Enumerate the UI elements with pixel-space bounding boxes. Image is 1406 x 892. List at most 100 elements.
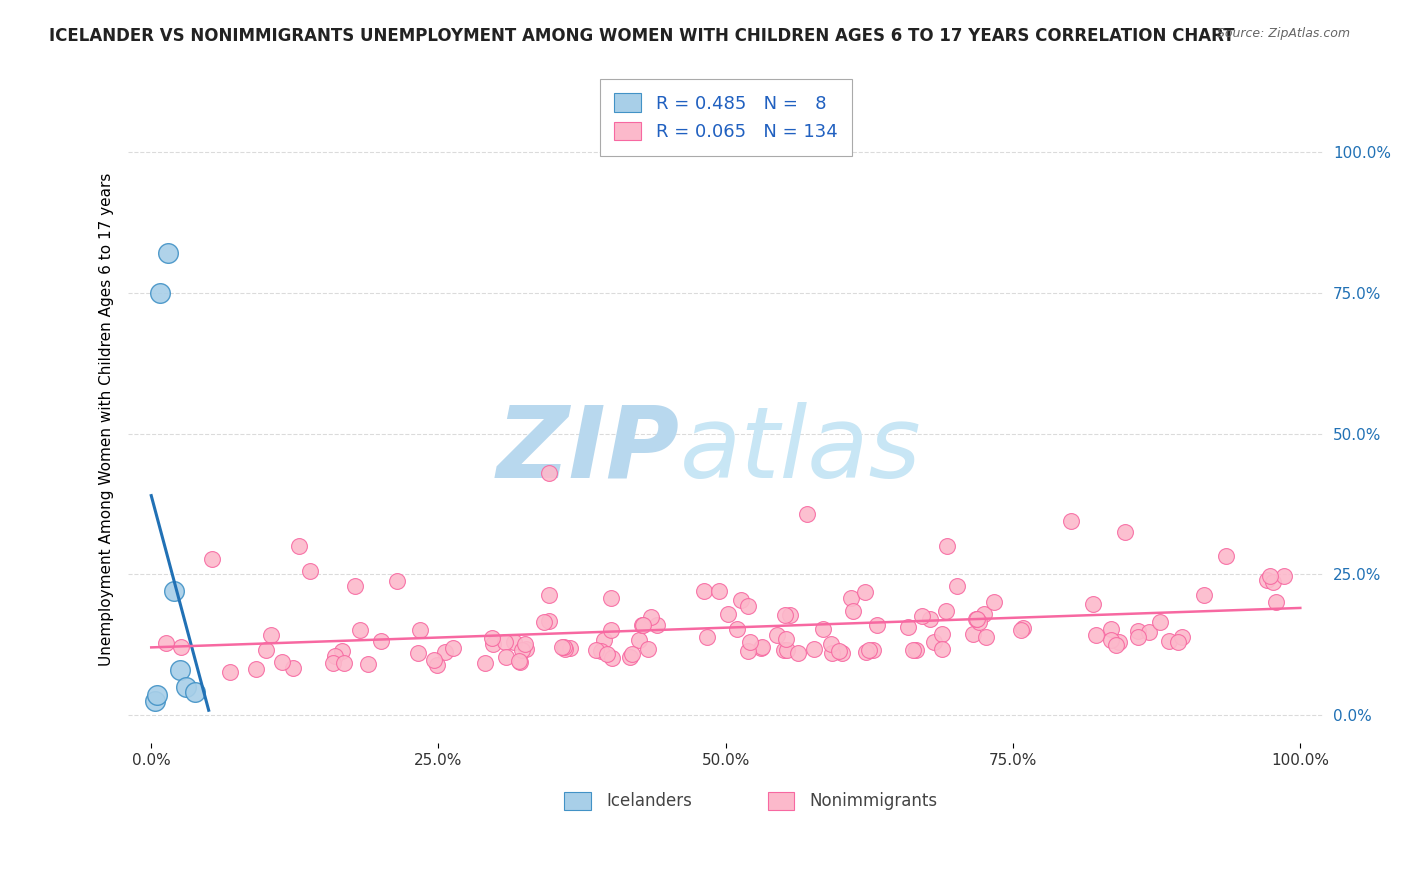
Point <box>600 623 623 637</box>
Point <box>631 617 654 632</box>
Point <box>323 648 346 663</box>
Point <box>717 607 740 621</box>
Point <box>787 646 810 660</box>
Point <box>385 574 408 588</box>
Point <box>481 631 503 645</box>
Point <box>693 584 716 599</box>
Point <box>553 640 575 654</box>
Point <box>903 643 925 657</box>
Point <box>775 632 797 646</box>
Point <box>931 627 953 641</box>
Point <box>558 640 581 655</box>
Point <box>169 663 191 677</box>
Point <box>1149 615 1171 629</box>
Point <box>1105 638 1128 652</box>
Point <box>330 644 353 658</box>
Point <box>537 588 560 602</box>
Point <box>538 466 561 480</box>
Point <box>965 612 987 626</box>
Point <box>637 642 659 657</box>
Point <box>821 646 844 660</box>
Text: Nonimmigrants: Nonimmigrants <box>810 792 938 810</box>
Text: Icelanders: Icelanders <box>606 792 692 810</box>
Point <box>853 585 876 599</box>
Point <box>494 635 516 649</box>
Point <box>157 246 180 260</box>
Point <box>357 657 380 671</box>
Point <box>1167 635 1189 649</box>
Point <box>973 607 995 621</box>
Point <box>184 685 207 699</box>
Point <box>696 630 718 644</box>
Point <box>600 591 623 605</box>
Point <box>621 648 644 662</box>
Point <box>707 584 730 599</box>
Point <box>619 649 641 664</box>
Point <box>474 656 496 670</box>
Point <box>495 650 517 665</box>
Point <box>149 285 172 300</box>
Point <box>259 627 281 641</box>
Point <box>349 624 371 638</box>
Text: ZIP: ZIP <box>496 402 679 499</box>
Point <box>862 643 884 657</box>
Point <box>749 640 772 655</box>
Point <box>922 634 945 648</box>
Point <box>503 635 526 649</box>
Text: Source: ZipAtlas.com: Source: ZipAtlas.com <box>1216 27 1350 40</box>
Point <box>585 642 607 657</box>
Point <box>966 612 988 626</box>
Point <box>737 644 759 658</box>
Point <box>831 647 853 661</box>
Point <box>1261 574 1284 589</box>
Point <box>803 641 825 656</box>
Point <box>905 643 928 657</box>
FancyBboxPatch shape <box>564 792 591 811</box>
Legend: R = 0.485   N =   8, R = 0.065   N = 134: R = 0.485 N = 8, R = 0.065 N = 134 <box>600 79 852 155</box>
Point <box>918 612 941 626</box>
Point <box>738 634 761 648</box>
Text: atlas: atlas <box>679 402 921 499</box>
Point <box>281 660 304 674</box>
Point <box>287 539 309 553</box>
Point <box>550 640 572 654</box>
Point <box>962 627 984 641</box>
Point <box>299 564 322 578</box>
Point <box>1128 624 1150 639</box>
Point <box>945 579 967 593</box>
Point <box>219 665 242 679</box>
Point <box>828 644 851 658</box>
Point <box>897 619 920 633</box>
Point <box>433 645 456 659</box>
Point <box>1108 634 1130 648</box>
Text: ICELANDER VS NONIMMIGRANTS UNEMPLOYMENT AMONG WOMEN WITH CHILDREN AGES 6 TO 17 Y: ICELANDER VS NONIMMIGRANTS UNEMPLOYMENT … <box>49 27 1234 45</box>
Point <box>820 637 842 651</box>
Point <box>1126 631 1149 645</box>
Point <box>1194 588 1216 602</box>
Point <box>765 628 787 642</box>
Point <box>842 604 865 618</box>
Point <box>482 636 505 650</box>
Point <box>508 654 530 668</box>
FancyBboxPatch shape <box>768 792 794 811</box>
Point <box>751 640 773 654</box>
Point <box>596 647 619 661</box>
Point <box>1114 524 1136 539</box>
Point <box>201 552 224 566</box>
Point <box>631 617 654 632</box>
Point <box>1215 549 1237 563</box>
Point <box>737 599 759 613</box>
Point <box>146 688 169 702</box>
Point <box>163 584 186 599</box>
Point <box>1260 568 1282 582</box>
Point <box>174 680 197 694</box>
Point <box>1137 624 1160 639</box>
Point <box>170 640 193 655</box>
Point <box>839 591 862 605</box>
Point <box>1272 569 1295 583</box>
Point <box>1157 634 1180 648</box>
Point <box>271 656 294 670</box>
Point <box>866 617 889 632</box>
Point <box>1010 624 1032 638</box>
Point <box>509 655 531 669</box>
